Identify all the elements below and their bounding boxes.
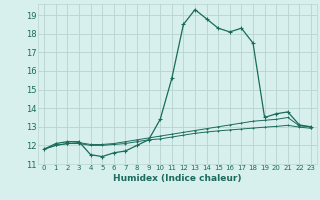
X-axis label: Humidex (Indice chaleur): Humidex (Indice chaleur) bbox=[113, 174, 242, 183]
